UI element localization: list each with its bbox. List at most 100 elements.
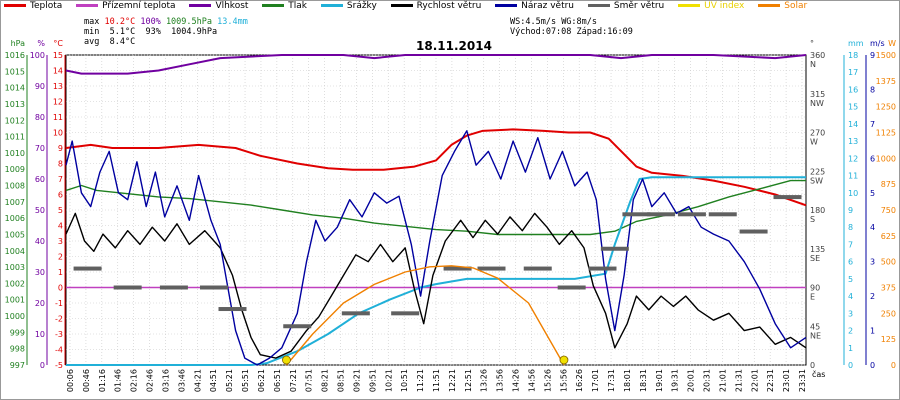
y-tick-label: 999 bbox=[10, 328, 25, 337]
wind-speed-info: WS:4.5m/s bbox=[510, 17, 557, 27]
x-tick-label: 09:51 bbox=[368, 369, 377, 392]
y-tick-label: -2 bbox=[55, 315, 63, 324]
legend-label: Přízemní teplota bbox=[102, 1, 176, 11]
y-tick-label: 1500 bbox=[876, 51, 896, 60]
y-tick-label: 997 bbox=[10, 361, 25, 370]
sun-marker bbox=[282, 355, 291, 365]
y-tick-label: 12 bbox=[848, 154, 858, 163]
x-tick-label: 18:31 bbox=[639, 369, 648, 392]
y-tick-label: 1005 bbox=[5, 230, 25, 239]
x-tick-label: 01:16 bbox=[98, 369, 107, 392]
y-tick-sublabel: NW bbox=[810, 99, 824, 108]
series-line-teplota bbox=[65, 128, 807, 207]
x-tick-label: 01:46 bbox=[114, 369, 123, 392]
y-tick-label: 8 bbox=[848, 223, 853, 232]
legend-item: Teplota bbox=[4, 1, 62, 11]
x-tick-label: 13:56 bbox=[496, 369, 505, 392]
legend-label: Vlhkost bbox=[215, 1, 249, 11]
y-tick-label: 8 bbox=[58, 160, 63, 169]
y-tick-label: 360 bbox=[810, 51, 825, 60]
legend-item: Vlhkost bbox=[189, 1, 248, 11]
y-tick-label: 9 bbox=[58, 144, 63, 153]
axis-unit-label: mm bbox=[848, 39, 864, 48]
y-tick-label: 15 bbox=[848, 103, 858, 112]
legend-item: UV index bbox=[678, 1, 744, 11]
y-tick-label: 1002 bbox=[5, 279, 25, 288]
x-tick-label: 16:26 bbox=[575, 369, 584, 392]
x-axis-label: čas bbox=[812, 369, 825, 379]
y-tick-label: -5 bbox=[55, 361, 63, 370]
y-tick-label: 45 bbox=[810, 322, 820, 331]
legend-swatch bbox=[495, 4, 518, 7]
x-tick-label: 12:21 bbox=[448, 369, 457, 392]
legend-swatch bbox=[76, 4, 99, 7]
x-tick-label: 10:21 bbox=[384, 369, 393, 392]
chart-title: 18.11.2014 bbox=[416, 39, 492, 53]
y-tick-label: 10 bbox=[53, 129, 63, 138]
axis-unit-label: hPa bbox=[11, 39, 26, 48]
series-line-rychlost-v-tru bbox=[65, 212, 807, 359]
legend-item: Rychlost větru bbox=[390, 1, 481, 11]
x-tick-label: 15:56 bbox=[559, 369, 568, 392]
stats-max-label: max bbox=[84, 17, 100, 27]
legend-swatch bbox=[587, 4, 610, 7]
y-tick-label: 500 bbox=[881, 258, 896, 267]
y-tick-label: 40 bbox=[35, 237, 45, 246]
wind-direction-mark bbox=[200, 285, 228, 290]
y-tick-label: 4 bbox=[848, 292, 853, 301]
y-tick-label: 5 bbox=[870, 189, 875, 198]
y-tick-label: 6 bbox=[58, 191, 63, 200]
x-tick-label: 20:01 bbox=[687, 369, 696, 392]
stats-panel: max 10.2°C 100% 1009.5hPa 13.4mm min 5.1… bbox=[84, 17, 248, 47]
stats-avg-temp: 8.4°C bbox=[109, 37, 136, 47]
wind-direction-mark bbox=[443, 266, 472, 271]
x-tick-label: 09:21 bbox=[352, 369, 361, 392]
series-group bbox=[65, 54, 807, 366]
wind-direction-mark bbox=[477, 266, 506, 271]
y-tick-label: 13 bbox=[53, 82, 63, 91]
y-tick-label: 2 bbox=[870, 292, 875, 301]
series-line-vlhkost bbox=[65, 54, 807, 75]
legend-swatch bbox=[758, 4, 781, 7]
wind-direction-mark bbox=[708, 212, 737, 217]
y-tick-label: 1000 bbox=[5, 312, 25, 321]
y-tick-label: 1011 bbox=[5, 133, 25, 142]
y-tick-label: 8 bbox=[870, 85, 875, 94]
y-tick-label: 90 bbox=[810, 284, 820, 293]
x-tick-label: 07:21 bbox=[289, 369, 298, 392]
grid bbox=[66, 54, 806, 366]
x-tick-label: 17:31 bbox=[607, 369, 616, 392]
y-tick-label: 13 bbox=[848, 137, 858, 146]
y-tick-label: 270 bbox=[810, 129, 825, 138]
y-tick-label: 60 bbox=[35, 175, 45, 184]
y-tick-label: 10 bbox=[35, 330, 45, 339]
y-tick-label: 3 bbox=[58, 237, 63, 246]
y-tick-sublabel: SW bbox=[810, 176, 823, 185]
wind-direction-mark bbox=[588, 266, 617, 271]
y-tick-label: 70 bbox=[35, 144, 45, 153]
x-tick-label: 08:21 bbox=[321, 369, 330, 392]
stats-min-hum: 93% bbox=[145, 27, 161, 37]
stats-max-press: 1009.5hPa bbox=[165, 17, 212, 27]
y-tick-sublabel: E bbox=[810, 293, 815, 302]
y-tick-label: 1003 bbox=[5, 263, 25, 272]
stats-avg-row: avg 8.4°C bbox=[84, 37, 248, 47]
pressure-axis: 997 998 999 1000 1001 1002 1003 1004 1005 1006 100… bbox=[5, 39, 28, 370]
wind-direction-mark bbox=[73, 266, 102, 271]
y-tick-label: 0 bbox=[870, 361, 875, 370]
y-tick-label: 14 bbox=[848, 120, 858, 129]
y-tick-label: 4 bbox=[58, 222, 63, 231]
y-tick-label: 1008 bbox=[5, 182, 25, 191]
y-tick-label: 15 bbox=[53, 51, 63, 60]
x-tick-label: 08:51 bbox=[337, 369, 346, 392]
legend-swatch bbox=[4, 4, 26, 7]
y-tick-sublabel: W bbox=[810, 138, 818, 147]
y-tick-label: 1006 bbox=[5, 214, 25, 223]
stats-max-hum: 100% bbox=[140, 17, 161, 27]
y-tick-label: 750 bbox=[881, 206, 896, 215]
x-tick-label: 22:01 bbox=[750, 369, 759, 392]
x-tick-label: 13:26 bbox=[480, 369, 489, 392]
x-tick-label: 10:51 bbox=[400, 369, 409, 392]
x-tick-label: 21:01 bbox=[718, 369, 727, 392]
